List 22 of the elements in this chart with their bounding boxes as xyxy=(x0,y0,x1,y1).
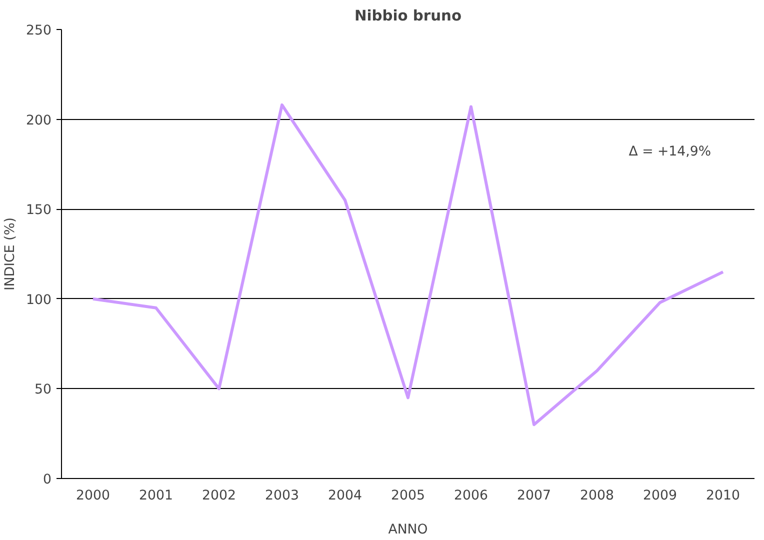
x-tick-label: 2001 xyxy=(139,488,173,504)
y-tick-label: 100 xyxy=(26,292,52,308)
x-tick-label: 2006 xyxy=(454,488,488,504)
y-tick-label: 50 xyxy=(34,382,52,398)
x-tick-label: 2004 xyxy=(328,488,362,504)
annotation: Δ = +14,9% xyxy=(628,144,712,160)
x-axis-title: ANNO xyxy=(388,522,428,538)
x-tick-label: 2009 xyxy=(643,488,677,504)
x-tick-label: 2008 xyxy=(580,488,614,504)
y-tick-label: 0 xyxy=(43,472,52,488)
y-tick-label: 150 xyxy=(26,203,52,218)
x-tick-label: 2010 xyxy=(706,488,740,504)
y-tick-label: 250 xyxy=(26,24,52,38)
chart-title: Nibbio bruno xyxy=(354,8,462,24)
x-tick-label: 2007 xyxy=(517,488,551,504)
x-tick-label: 2005 xyxy=(391,488,425,504)
x-tick-label: 2003 xyxy=(265,488,299,504)
y-axis-title: INDICE (%) xyxy=(3,217,18,291)
x-tick-label: 2002 xyxy=(202,488,236,504)
line-series xyxy=(92,103,724,426)
y-tick-label: 200 xyxy=(26,113,52,128)
x-tick-label: 2000 xyxy=(76,488,110,504)
